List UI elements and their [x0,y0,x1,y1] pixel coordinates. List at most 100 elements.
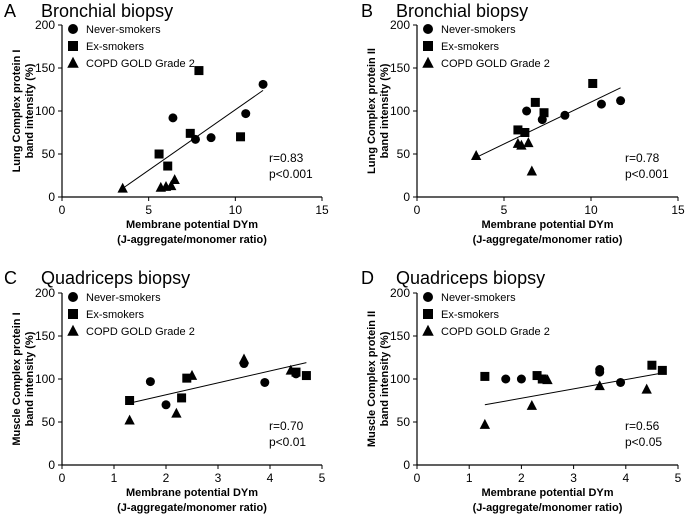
legend-label: COPD GOLD Grade 2 [86,58,195,70]
y-tick-label: 150 [35,329,55,343]
chart-title: Bronchial biopsy [396,1,528,21]
data-point-square [177,393,187,403]
data-point-triangle [169,174,180,185]
x-tick-label: 5 [501,203,508,217]
stat-r-value: r=0.56 [625,419,660,433]
panel-label: D [361,268,374,288]
data-point-triangle [124,414,135,425]
legend-label: COPD GOLD Grade 2 [86,326,195,338]
data-point-triangle [479,418,491,429]
x-tick-label: 10 [229,203,243,217]
legend-label: COPD GOLD Grade 2 [441,58,550,70]
x-tick-label: 15 [315,203,329,217]
data-point-circle [537,115,547,125]
x-tick-label: 4 [267,471,274,485]
data-point-square [236,132,246,142]
y-tick-label: 150 [390,61,410,75]
data-point-square [185,128,195,138]
panel-label: C [4,268,17,288]
legend-label: Never-smokers [441,24,516,36]
y-tick-label: 150 [390,329,410,343]
data-point-circle [516,374,526,384]
legend-marker [67,324,79,336]
data-point-square [657,365,667,375]
legend-label: Ex-smokers [86,309,145,321]
legend-label: COPD GOLD Grade 2 [441,326,550,338]
data-point-triangle [594,380,605,391]
y-tick-label: 200 [35,286,55,300]
y-tick-label: 50 [42,415,56,429]
x-tick-label: 5 [675,471,682,485]
data-point-square [588,78,598,88]
stat-p-value: p<0.05 [625,435,662,449]
stat-p-value: p<0.001 [625,167,669,181]
data-point-circle [241,109,251,119]
data-point-triangle [542,374,553,385]
chart-title: Bronchial biopsy [41,1,173,21]
stat-r-value: r=0.83 [269,151,304,165]
chart-panel-c: C Quadriceps biopsy 0 50 100 150 200 0 1 2 3 4 5 Memb… [4,268,326,514]
y-tick-label: 50 [42,147,56,161]
data-point-triangle [523,137,534,148]
data-point-circle [258,79,268,89]
chart-title: Quadriceps biopsy [396,268,545,288]
y-tick-label: 100 [390,372,410,386]
data-point-circle [168,113,178,123]
x-axis-label: Membrane potential DYm [126,219,258,231]
data-point-circle [560,110,570,120]
y-tick-label: 0 [48,190,55,204]
y-axis-label: Muscle Complex protein I [11,312,23,445]
x-axis-label-secondary: (J-aggregate/monomer ratio) [473,502,623,514]
y-tick-label: 100 [35,372,55,386]
data-point-square [647,360,657,370]
legend-label: Ex-smokers [86,41,145,53]
data-point-triangle [526,165,538,176]
stat-r-value: r=0.70 [269,419,304,433]
y-axis-label-secondary: band intensity (%) [379,331,391,426]
x-tick-label: 5 [319,471,326,485]
y-tick-label: 200 [390,286,410,300]
y-tick-label: 100 [35,104,55,118]
y-tick-label: 200 [390,18,410,32]
data-point-square [182,373,192,383]
data-point-square [520,128,530,137]
data-point-square [125,396,135,405]
regression-line [475,87,621,158]
x-tick-label: 3 [215,471,222,485]
data-point-triangle [117,182,128,193]
x-tick-label: 0 [59,471,66,485]
y-axis-label-secondary: band intensity (%) [379,63,391,158]
x-axis-label-secondary: (J-aggregate/monomer ratio) [117,502,267,514]
x-axis-label: Membrane potential DYm [481,487,613,499]
x-tick-label: 0 [414,203,421,217]
regression-line [484,372,663,406]
data-point-square [291,367,301,377]
legend-label: Never-smokers [86,24,161,36]
data-point-square [513,125,523,135]
x-tick-label: 2 [518,471,525,485]
data-point-triangle [166,180,177,191]
y-tick-label: 150 [35,61,55,75]
chart-panel-d: D Quadriceps biopsy 0 50 100 150 200 0 1 2 3 4 5 Memb… [361,268,682,514]
x-tick-label: 3 [570,471,577,485]
x-axis-label-secondary: (J-aggregate/monomer ratio) [473,234,623,246]
x-tick-label: 4 [622,471,629,485]
legend-marker [423,41,433,51]
x-tick-label: 2 [163,471,170,485]
legend-label: Never-smokers [441,292,516,304]
x-tick-label: 15 [671,203,685,217]
data-point-triangle [238,353,250,364]
data-point-square [480,371,490,381]
legend-marker [68,24,78,34]
data-point-square [301,371,311,381]
data-point-square [163,161,173,171]
chart-panel-b: B Bronchial biopsy 0 50 100 150 200 0 5 10 15 Membr… [361,1,685,246]
legend-marker [423,292,433,302]
data-point-circle [595,365,605,375]
data-point-triangle [516,139,527,150]
x-tick-label: 1 [111,471,118,485]
stat-p-value: p<0.01 [269,435,306,449]
y-axis-label-secondary: band intensity (%) [24,63,36,158]
regression-line [129,362,307,404]
y-axis-label: Lung Complex protein I [11,50,23,173]
